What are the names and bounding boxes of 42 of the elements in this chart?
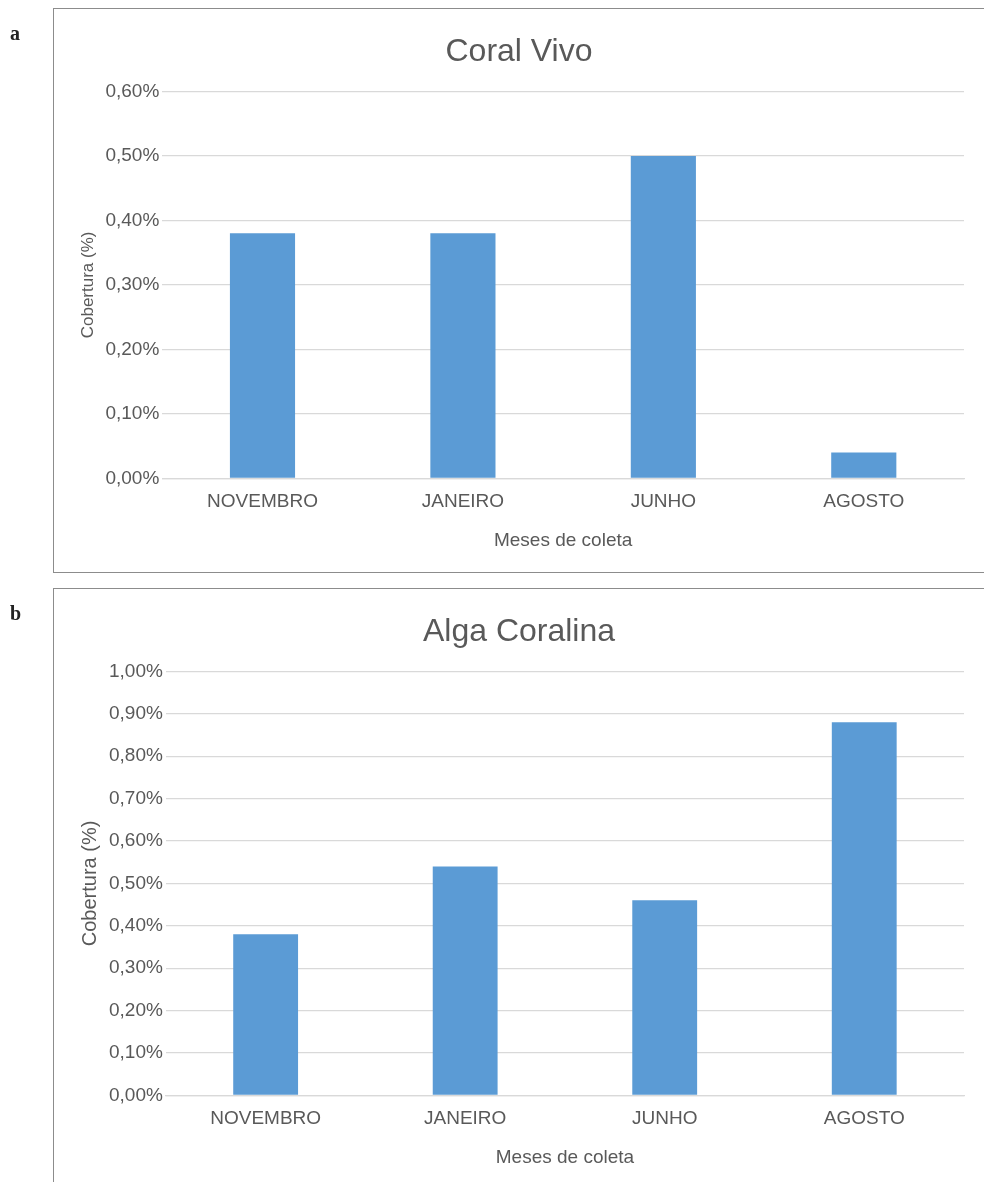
bar bbox=[831, 452, 897, 478]
x-tick-label: AGOSTO bbox=[823, 490, 905, 512]
x-tick-label: JANEIRO bbox=[421, 490, 505, 512]
y-axis-title: Cobertura (%) bbox=[77, 820, 100, 947]
y-tick-label: 0,60% bbox=[109, 829, 163, 851]
y-tick-label: 0,40% bbox=[109, 914, 163, 936]
x-tick-label: JUNHO bbox=[631, 1107, 698, 1129]
bar bbox=[630, 155, 696, 478]
bar bbox=[632, 900, 698, 1095]
bar bbox=[233, 934, 299, 1095]
bar bbox=[432, 866, 498, 1095]
y-tick-label: 0,00% bbox=[109, 1083, 163, 1105]
y-tick-label: 1,00% bbox=[109, 659, 163, 681]
chart-title: Alga Coralina bbox=[422, 612, 616, 649]
y-tick-label: 0,00% bbox=[105, 466, 160, 488]
x-tick-label: NOVEMBRO bbox=[207, 490, 318, 512]
y-tick-label: 0,60% bbox=[105, 79, 160, 101]
y-tick-label: 0,30% bbox=[109, 956, 163, 978]
y-tick-label: 0,50% bbox=[105, 144, 160, 166]
y-tick-label: 0,70% bbox=[109, 786, 163, 808]
x-tick-label: AGOSTO bbox=[823, 1107, 905, 1129]
y-tick-label: 0,40% bbox=[105, 208, 160, 230]
x-axis-title: Meses de coleta bbox=[493, 528, 633, 550]
chart-title: Coral Vivo bbox=[445, 32, 593, 69]
bar bbox=[831, 722, 897, 1095]
text: b bbox=[10, 602, 22, 625]
x-tick-label: NOVEMBRO bbox=[210, 1107, 322, 1129]
y-tick-label: 0,10% bbox=[109, 1041, 163, 1063]
y-tick-label: 0,30% bbox=[105, 273, 160, 295]
y-axis-title: Cobertura (%) bbox=[77, 231, 97, 339]
y-tick-label: 0,50% bbox=[109, 871, 163, 893]
x-axis-title: Meses de coleta bbox=[495, 1145, 635, 1167]
bar bbox=[229, 233, 296, 478]
text: a bbox=[10, 22, 20, 45]
y-tick-label: 0,20% bbox=[105, 337, 160, 359]
y-tick-label: 0,90% bbox=[109, 702, 163, 724]
y-tick-label: 0,10% bbox=[105, 402, 160, 424]
y-tick-label: 0,80% bbox=[109, 744, 163, 766]
x-tick-label: JANEIRO bbox=[423, 1107, 507, 1129]
bar bbox=[430, 233, 496, 478]
x-tick-label: JUNHO bbox=[630, 490, 697, 512]
y-tick-label: 0,20% bbox=[109, 998, 163, 1020]
